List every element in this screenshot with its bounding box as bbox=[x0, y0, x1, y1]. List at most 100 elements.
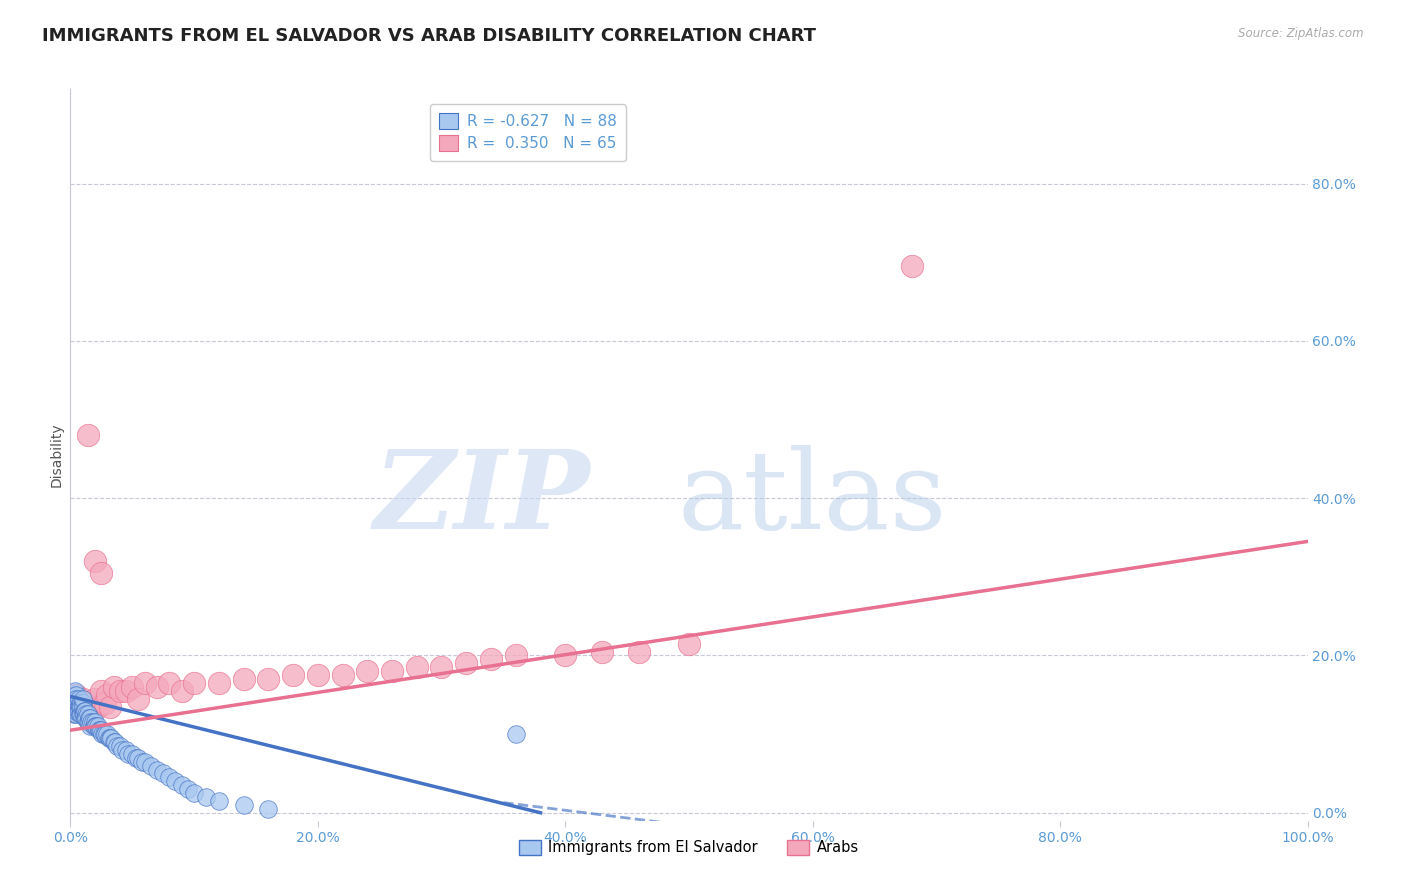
Point bbox=[67, 704, 90, 718]
Point bbox=[62, 704, 84, 718]
Point bbox=[257, 802, 280, 816]
Point bbox=[456, 657, 478, 671]
Point bbox=[66, 704, 89, 718]
Point bbox=[479, 652, 502, 666]
Point bbox=[84, 691, 107, 706]
Point bbox=[69, 707, 91, 722]
Point bbox=[65, 688, 87, 702]
Point bbox=[208, 794, 231, 808]
Point bbox=[72, 696, 94, 710]
Point bbox=[65, 704, 87, 718]
Point bbox=[90, 566, 112, 580]
Point bbox=[84, 719, 107, 733]
Point bbox=[77, 715, 100, 730]
Point bbox=[62, 704, 84, 718]
Point bbox=[66, 691, 89, 706]
Point bbox=[381, 664, 404, 678]
Point bbox=[65, 699, 87, 714]
Point bbox=[356, 664, 378, 678]
Point bbox=[69, 691, 91, 706]
Point bbox=[183, 786, 205, 800]
Point bbox=[146, 763, 169, 777]
Point bbox=[60, 696, 83, 710]
Point bbox=[332, 668, 354, 682]
Point bbox=[76, 715, 98, 730]
Text: Source: ZipAtlas.com: Source: ZipAtlas.com bbox=[1239, 27, 1364, 40]
Point bbox=[75, 704, 97, 718]
Point bbox=[72, 707, 94, 722]
Point bbox=[105, 739, 128, 753]
Point bbox=[72, 691, 94, 706]
Text: atlas: atlas bbox=[678, 445, 948, 552]
Point bbox=[69, 699, 91, 714]
Point bbox=[87, 723, 110, 738]
Point bbox=[65, 691, 87, 706]
Point bbox=[75, 711, 97, 725]
Point bbox=[73, 699, 96, 714]
Point bbox=[96, 688, 118, 702]
Point bbox=[67, 699, 90, 714]
Point bbox=[90, 684, 112, 698]
Point bbox=[65, 684, 87, 698]
Point bbox=[65, 691, 87, 706]
Point bbox=[62, 691, 84, 706]
Point bbox=[281, 668, 304, 682]
Point bbox=[900, 259, 922, 273]
Point bbox=[80, 715, 103, 730]
Point bbox=[430, 660, 453, 674]
Point bbox=[70, 704, 93, 718]
Point bbox=[65, 707, 87, 722]
Point bbox=[591, 644, 613, 658]
Point bbox=[66, 699, 89, 714]
Point bbox=[121, 680, 143, 694]
Point bbox=[84, 719, 107, 733]
Point bbox=[72, 691, 94, 706]
Point bbox=[94, 696, 117, 710]
Point bbox=[115, 684, 138, 698]
Point bbox=[72, 699, 94, 714]
Point bbox=[75, 707, 97, 722]
Point bbox=[505, 727, 527, 741]
Point bbox=[152, 766, 174, 780]
Point bbox=[91, 727, 114, 741]
Point bbox=[554, 648, 576, 663]
Point bbox=[72, 704, 94, 718]
Point bbox=[104, 735, 127, 749]
Point bbox=[505, 648, 527, 663]
Point bbox=[65, 696, 87, 710]
Point bbox=[86, 699, 108, 714]
Point bbox=[232, 797, 254, 812]
Point bbox=[72, 699, 94, 714]
Legend: Immigrants from El Salvador, Arabs: Immigrants from El Salvador, Arabs bbox=[513, 834, 865, 861]
Point bbox=[79, 719, 101, 733]
Point bbox=[63, 696, 86, 710]
Point bbox=[125, 750, 148, 764]
Point bbox=[96, 727, 118, 741]
Point bbox=[63, 699, 86, 714]
Point bbox=[307, 668, 329, 682]
Point bbox=[65, 704, 87, 718]
Point bbox=[131, 755, 153, 769]
Point bbox=[63, 707, 86, 722]
Point bbox=[76, 428, 98, 442]
Point bbox=[108, 739, 131, 753]
Point bbox=[76, 699, 98, 714]
Point bbox=[108, 684, 131, 698]
Point bbox=[183, 676, 205, 690]
Point bbox=[66, 699, 89, 714]
Point bbox=[67, 704, 90, 718]
Point bbox=[127, 750, 149, 764]
Point bbox=[65, 699, 87, 714]
Text: ZIP: ZIP bbox=[374, 445, 591, 552]
Point bbox=[66, 696, 89, 710]
Point bbox=[115, 743, 138, 757]
Point bbox=[678, 637, 700, 651]
Point bbox=[65, 696, 87, 710]
Point bbox=[90, 723, 112, 738]
Point bbox=[98, 731, 121, 745]
Point bbox=[65, 688, 87, 702]
Point bbox=[79, 704, 101, 718]
Point bbox=[208, 676, 231, 690]
Point bbox=[86, 719, 108, 733]
Point bbox=[65, 691, 87, 706]
